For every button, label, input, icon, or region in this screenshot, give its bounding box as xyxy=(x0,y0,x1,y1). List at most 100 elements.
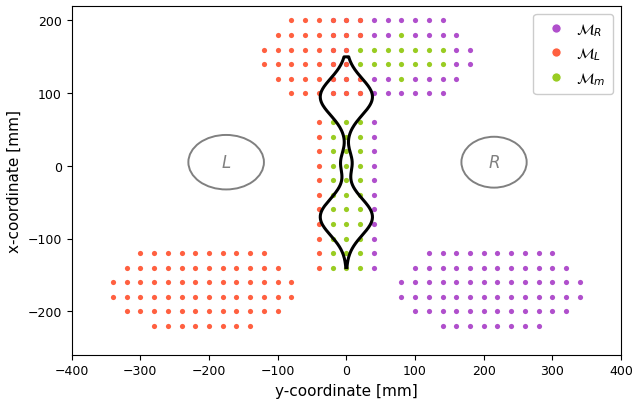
Point xyxy=(231,294,241,300)
Point xyxy=(218,279,228,286)
Point xyxy=(465,279,475,286)
Point xyxy=(314,250,324,257)
Point xyxy=(245,323,255,329)
Point xyxy=(314,33,324,39)
Point xyxy=(286,76,296,83)
Point xyxy=(424,294,434,300)
Point xyxy=(479,308,489,315)
Point xyxy=(314,134,324,141)
Legend: $\mathcal{M}_R$, $\mathcal{M}_L$, $\mathcal{M}_m$: $\mathcal{M}_R$, $\mathcal{M}_L$, $\math… xyxy=(534,15,614,95)
Point xyxy=(163,294,173,300)
Point xyxy=(314,18,324,25)
Point xyxy=(410,18,420,25)
Point xyxy=(396,294,406,300)
Point xyxy=(122,294,132,300)
Point xyxy=(410,47,420,54)
Point xyxy=(520,308,530,315)
Point xyxy=(218,323,228,329)
Point xyxy=(369,33,379,39)
Point xyxy=(492,308,502,315)
Point xyxy=(328,149,338,155)
Point xyxy=(177,279,187,286)
Point xyxy=(163,308,173,315)
Point xyxy=(437,76,447,83)
Point xyxy=(410,279,420,286)
Point xyxy=(520,250,530,257)
Point xyxy=(328,62,338,68)
Point xyxy=(451,308,461,315)
Point xyxy=(204,294,214,300)
Point xyxy=(355,76,365,83)
Point xyxy=(245,250,255,257)
Point xyxy=(424,33,434,39)
Point xyxy=(547,279,557,286)
Point xyxy=(273,76,283,83)
Point xyxy=(410,62,420,68)
Point xyxy=(135,250,145,257)
Point xyxy=(300,47,310,54)
Point xyxy=(396,18,406,25)
Point xyxy=(328,236,338,242)
Point xyxy=(424,47,434,54)
Point xyxy=(437,279,447,286)
Point xyxy=(561,265,572,271)
Point xyxy=(286,279,296,286)
Point xyxy=(328,178,338,184)
Point xyxy=(369,221,379,228)
Point xyxy=(396,279,406,286)
Point xyxy=(506,250,516,257)
Point xyxy=(314,91,324,97)
Point xyxy=(437,62,447,68)
Point xyxy=(424,308,434,315)
Point xyxy=(314,120,324,126)
Point xyxy=(314,149,324,155)
Point xyxy=(314,192,324,199)
Point xyxy=(547,294,557,300)
Point xyxy=(163,279,173,286)
Point xyxy=(396,33,406,39)
Point xyxy=(492,265,502,271)
Point xyxy=(245,294,255,300)
Point xyxy=(561,279,572,286)
Point xyxy=(465,308,475,315)
Point xyxy=(135,265,145,271)
Point xyxy=(369,250,379,257)
Point xyxy=(341,18,351,25)
Point xyxy=(190,265,200,271)
Point xyxy=(410,265,420,271)
Point xyxy=(328,18,338,25)
Point xyxy=(231,308,241,315)
Point xyxy=(506,265,516,271)
Point xyxy=(355,178,365,184)
Point xyxy=(341,62,351,68)
Point xyxy=(534,250,544,257)
Point xyxy=(369,178,379,184)
Point xyxy=(341,91,351,97)
Point xyxy=(286,47,296,54)
Point xyxy=(341,221,351,228)
Point xyxy=(451,294,461,300)
Point xyxy=(492,250,502,257)
Point xyxy=(328,265,338,271)
Point xyxy=(534,323,544,329)
Point xyxy=(506,294,516,300)
Point xyxy=(328,18,338,25)
Point xyxy=(190,294,200,300)
Point xyxy=(561,308,572,315)
Point xyxy=(328,76,338,83)
Point xyxy=(341,62,351,68)
Point xyxy=(341,91,351,97)
Point xyxy=(424,76,434,83)
Point xyxy=(465,250,475,257)
Point xyxy=(190,250,200,257)
Point xyxy=(437,323,447,329)
Point xyxy=(135,279,145,286)
Point xyxy=(341,207,351,213)
Point xyxy=(341,47,351,54)
Point xyxy=(231,323,241,329)
Point xyxy=(437,18,447,25)
Point xyxy=(259,279,269,286)
Point xyxy=(231,250,241,257)
Point xyxy=(383,62,393,68)
Text: R: R xyxy=(488,154,500,172)
